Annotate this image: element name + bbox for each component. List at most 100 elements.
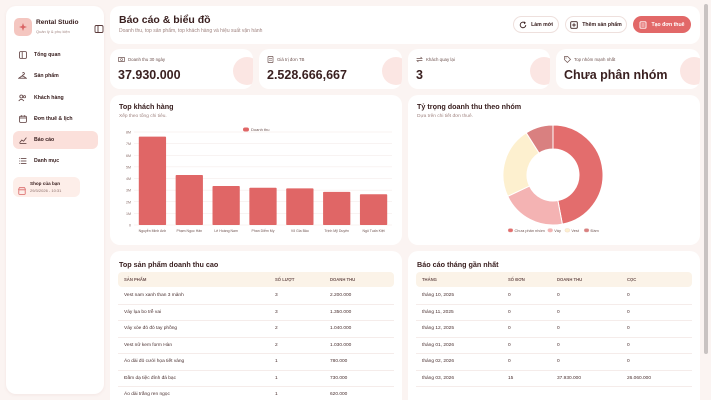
- x-tick-label: Võ Gia Bảo: [291, 229, 309, 233]
- kpi-label: Top nhóm mạnh nhất: [574, 57, 616, 62]
- legend-swatch: [507, 228, 514, 233]
- table-cell: Vest nữ kem form Hàn: [124, 342, 172, 348]
- x-tick-label: Trịnh Mỹ Duyên: [324, 229, 349, 233]
- table-cell: 1: [275, 359, 278, 364]
- y-tick-label: 3M: [126, 189, 131, 193]
- sidebar-item-label: Khách hàng: [34, 94, 64, 101]
- create-order-label: Tạo đơn thuê: [651, 21, 685, 28]
- table-cell: Vest nam xanh than 3 mảnh: [124, 293, 184, 298]
- donut-chart: Chưa phân nhóm Váy Vest Đầm: [502, 124, 604, 233]
- table-row[interactable]: tháng 12, 2025 0 0 0: [416, 321, 692, 338]
- table-cell: Váy xòe đỏ đỏ tay phồng: [124, 326, 178, 331]
- top-customers-card: Top khách hàng Xếp theo tổng chi tiêu. 0…: [110, 95, 402, 245]
- legend-label: Đầm: [591, 228, 599, 233]
- table-cell: 15: [508, 375, 514, 381]
- page-scrollbar[interactable]: [704, 4, 708, 354]
- sidebar-toggle-icon[interactable]: [94, 21, 104, 33]
- table-cell: 0: [627, 359, 630, 364]
- add-product-label: Thêm sản phẩm: [582, 21, 622, 28]
- sidebar-item-label: Đơn thuê & lịch: [34, 115, 73, 122]
- hanger-icon: [18, 72, 27, 81]
- column-header: SỐ LƯỢT: [275, 277, 295, 282]
- refresh-button[interactable]: Làm mới: [513, 16, 559, 33]
- table-cell: 2: [275, 342, 278, 348]
- table-row[interactable]: Váy xòe đỏ đỏ tay phồng 2 1.040.000: [118, 321, 394, 338]
- order-icon: [639, 20, 647, 29]
- table-cell: 0: [557, 293, 560, 298]
- table-cell: 0: [557, 342, 560, 348]
- kpi-label: Khách quay lại: [426, 57, 455, 62]
- table-cell: 0: [508, 309, 511, 315]
- add-product-button[interactable]: Thêm sản phẩm: [565, 16, 627, 33]
- y-tick-label: 5M: [126, 165, 131, 169]
- table-cell: 0: [508, 359, 511, 364]
- table-row[interactable]: Áo dài trắng ren ngọc 1 620.000: [118, 387, 394, 400]
- chart-icon: [18, 136, 27, 145]
- bar: [138, 136, 167, 225]
- table-cell: tháng 11, 2025: [422, 309, 454, 315]
- sidebar-item-reports[interactable]: Báo cáo: [13, 131, 98, 150]
- table-cell: 1: [275, 392, 278, 397]
- logo-icon: [14, 18, 32, 36]
- kpi-card-top-group: Top nhóm mạnh nhất Chưa phân nhóm: [556, 49, 700, 89]
- page-subtitle: Doanh thu, top sản phẩm, top khách hàng …: [119, 28, 263, 34]
- sidebar-item-products[interactable]: Sản phẩm: [13, 67, 98, 85]
- brand-title: Rental Studio: [36, 19, 79, 26]
- sidebar-item-label: Báo cáo: [34, 137, 55, 144]
- table-cell: 0: [508, 326, 511, 331]
- pie-slice: [552, 124, 604, 225]
- legend-label: Váy: [554, 228, 561, 233]
- table-cell: 730.000: [330, 375, 348, 381]
- table-row[interactable]: Đầm dạ tiệc đính đá bạc 1 730.000: [118, 371, 394, 387]
- repeat-icon: [416, 56, 423, 63]
- kpi-decoration: [362, 49, 402, 89]
- store-icon: [18, 182, 26, 195]
- calendar-icon: [18, 114, 27, 123]
- table-row[interactable]: tháng 11, 2025 0 0 0: [416, 305, 692, 321]
- sidebar-item-overview[interactable]: Tổng quan: [13, 46, 98, 64]
- table-cell: 0: [627, 342, 630, 348]
- bar: [175, 175, 203, 225]
- table-cell: 3: [275, 293, 278, 298]
- bar: [359, 194, 388, 225]
- column-header: SẢN PHẨM: [124, 277, 147, 282]
- legend-swatch: [583, 228, 590, 233]
- bar-chart: 0 1M 2M 3M 4M 5M 6M 7M 8M Nguyễn Minh Anh Phạm Ngọ…: [126, 127, 392, 233]
- shop-card[interactable]: Shop của bạn 29/3/2026 - 10:31: [13, 177, 80, 197]
- y-tick-label: 8M: [126, 131, 131, 135]
- sidebar-item-categories[interactable]: Danh mục: [13, 152, 98, 170]
- table-row[interactable]: Vest nữ kem form Hàn 2 1.030.000: [118, 338, 394, 354]
- table-cell: Áo dài trắng ren ngọc: [124, 392, 170, 397]
- create-order-button[interactable]: Tạo đơn thuê: [633, 16, 691, 33]
- tag-icon: [564, 56, 571, 63]
- sidebar-item-customers[interactable]: Khách hàng: [13, 89, 98, 107]
- legend-label: Vest: [571, 228, 579, 233]
- column-header: DOANH THU: [330, 277, 356, 282]
- table-row[interactable]: Áo dài đỏ cưới họa tiết vàng 1 780.000: [118, 354, 394, 371]
- table-row[interactable]: Vest nam xanh than 3 mảnh 3 2.200.000: [118, 288, 394, 305]
- table-row[interactable]: tháng 03, 2026 15 37.930.000 26.060.000: [416, 371, 692, 387]
- table-cell: Váy lụa bo trễ vai: [124, 309, 162, 315]
- x-tick-label: Phan Diễm My: [252, 228, 275, 233]
- table-row[interactable]: Váy lụa bo trễ vai 3 1.350.000: [118, 305, 394, 321]
- bar: [212, 186, 240, 225]
- brand-subtitle: Quản lý & phụ kiện: [36, 29, 70, 34]
- sidebar-item-orders[interactable]: Đơn thuê & lịch: [13, 110, 98, 128]
- card-title: Top khách hàng: [119, 102, 174, 111]
- card-title: Top sản phẩm doanh thu cao: [119, 260, 219, 269]
- legend-swatch: [547, 228, 553, 233]
- y-tick-label: 0: [129, 224, 131, 228]
- table-cell: tháng 10, 2025: [422, 293, 455, 298]
- table-row[interactable]: tháng 02, 2026 0 0 0: [416, 354, 692, 371]
- table-cell: tháng 01, 2026: [422, 342, 455, 348]
- table-row[interactable]: tháng 10, 2025 0 0 0: [416, 288, 692, 305]
- table-row[interactable]: tháng 01, 2026 0 0 0: [416, 338, 692, 354]
- table-cell: 1.040.000: [330, 326, 352, 331]
- y-tick-label: 6M: [126, 154, 131, 158]
- table-cell: 1.350.000: [330, 309, 352, 315]
- table-header: THÁNG SỐ ĐƠN DOANH THU CỌC: [416, 272, 692, 287]
- table-cell: 0: [627, 326, 630, 331]
- kpi-card-avg-order: Giá trị đơn TB 2.528.666,667: [259, 49, 402, 89]
- table-cell: 37.930.000: [557, 375, 582, 381]
- bar: [249, 187, 277, 225]
